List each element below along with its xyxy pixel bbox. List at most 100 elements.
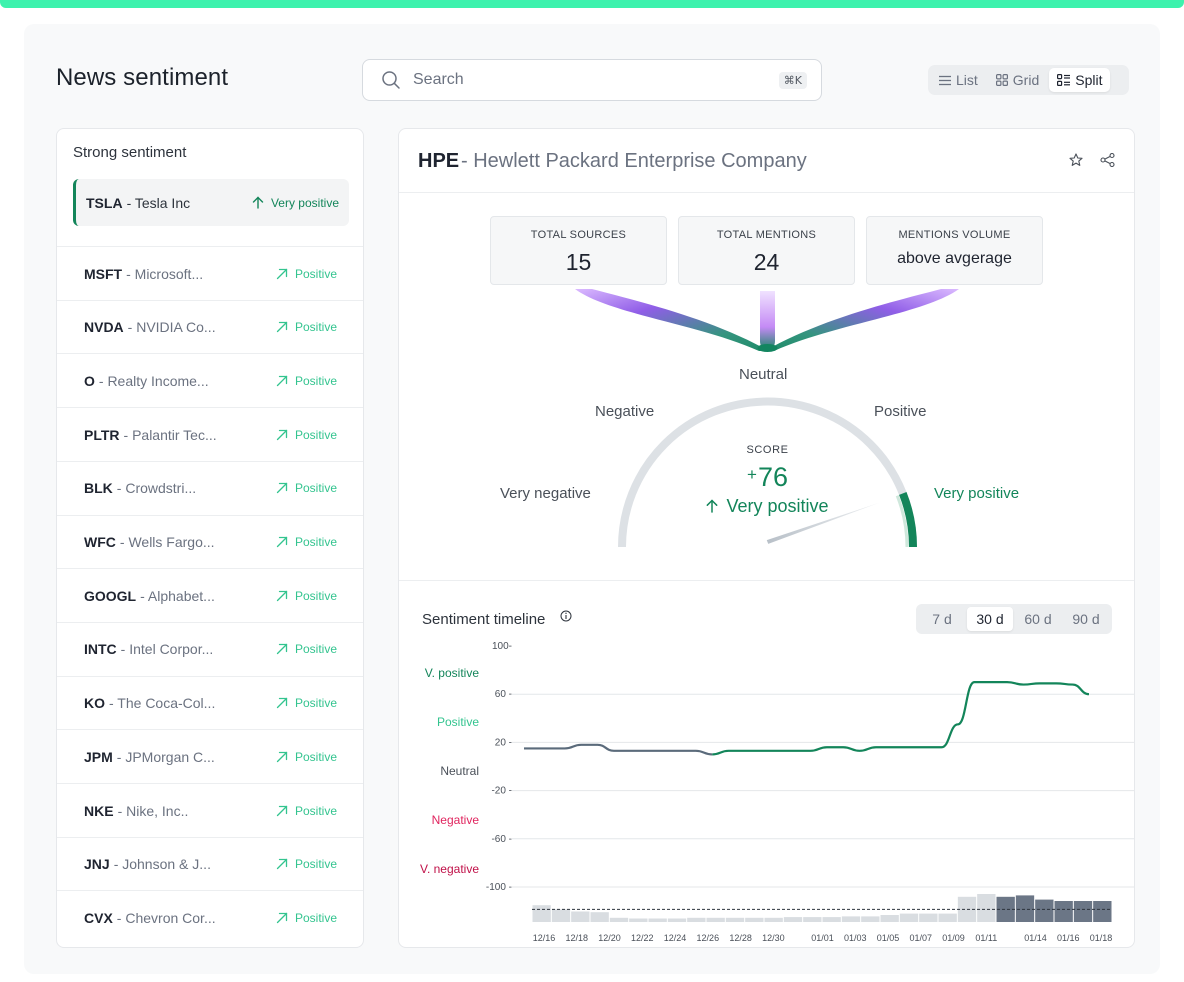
list-item[interactable]: KO - The Coca-Col... Positive — [57, 675, 363, 730]
gauge-fill — [899, 491, 917, 548]
volume-bar — [880, 915, 899, 922]
list-item-sentiment: Positive — [276, 481, 337, 495]
list-item-sentiment-label: Positive — [294, 588, 337, 603]
list-item-sentiment-label: Positive — [294, 803, 337, 818]
share-icon[interactable] — [1100, 153, 1115, 167]
search-input[interactable]: Search — [413, 71, 464, 88]
x-tick-label: 12/20 — [598, 933, 621, 943]
y-tick-label: -60 - — [491, 834, 512, 845]
volume-bar — [1073, 901, 1093, 922]
list-item[interactable]: JNJ - Johnson & J... Positive — [57, 836, 363, 891]
list-item-selected[interactable]: TSLA - Tesla Inc Very positive — [73, 179, 349, 226]
list-item[interactable]: INTC - Intel Corpor... Positive — [57, 621, 363, 676]
list-item-name: - Johnson & J... — [113, 856, 211, 873]
view-split-label: Split — [1075, 72, 1103, 88]
view-list-button[interactable]: List — [931, 68, 986, 92]
x-tick-label: 01/07 — [910, 933, 933, 943]
range-90d-button[interactable]: 90 d — [1072, 611, 1100, 627]
volume-bar — [764, 917, 783, 922]
list-item-sentiment: Positive — [276, 642, 337, 656]
zone-label-very-negative: V. negative — [420, 862, 479, 876]
view-split-button[interactable]: Split — [1049, 68, 1111, 92]
y-tick-label: -20 - — [491, 786, 512, 797]
list-item-name: - Microsoft... — [126, 265, 204, 282]
info-icon[interactable] — [560, 610, 572, 622]
list-item-name: - Realty Income... — [98, 372, 209, 389]
stat-label: MENTIONS VOLUME — [898, 229, 1011, 241]
list-item-ticker: CVX — [84, 909, 113, 926]
stat-total-mentions: TOTAL MENTIONS 24 — [678, 216, 855, 285]
list-item[interactable]: MSFT - Microsoft... Positive — [57, 246, 363, 300]
timeline-range-switcher: 7 d 30 d 60 d 90 d — [916, 604, 1112, 634]
list-item-sentiment: Positive — [276, 428, 337, 442]
zone-label-neutral: Neutral — [440, 764, 479, 778]
volume-bar — [725, 917, 745, 922]
volume-bar — [745, 917, 764, 922]
list-item-ticker: GOOGL — [84, 587, 137, 604]
star-icon[interactable] — [1069, 153, 1083, 167]
list-item-sentiment: Positive — [276, 267, 337, 281]
gauge-fill-band — [895, 495, 909, 548]
volume-bar — [667, 918, 687, 922]
x-tick-label: 01/18 — [1090, 933, 1113, 943]
volume-bar — [861, 916, 880, 922]
list-item-name: - Intel Corpor... — [120, 641, 214, 658]
y-tick-label: -100 - — [486, 882, 512, 893]
arrow-up-right-icon — [276, 912, 288, 924]
view-switcher: List Grid Split — [928, 65, 1129, 95]
list-item[interactable]: O- Realty Income... Positive — [57, 353, 363, 407]
list-item[interactable]: WFC - Wells Fargo... Positive — [57, 514, 363, 569]
timeline-title: Sentiment timeline — [422, 611, 546, 628]
list-item-sentiment: Very positive — [252, 196, 339, 210]
list-item-ticker: MSFT — [84, 265, 123, 282]
list-item-sentiment-label: Positive — [294, 481, 337, 496]
volume-bar — [648, 918, 667, 922]
x-tick-label: 01/16 — [1057, 933, 1080, 943]
list-item-sentiment-label: Very positive — [270, 195, 339, 210]
gauge-label-very-negative: Very negative — [500, 485, 591, 502]
volume-bar — [977, 894, 996, 922]
zone-label-positive: Positive — [436, 715, 479, 729]
volume-bar — [1035, 899, 1054, 922]
page-title: News sentiment — [56, 64, 229, 91]
y-tick-label: 100- — [492, 641, 512, 652]
search-icon — [382, 71, 400, 89]
y-tick-label: 60 - — [495, 689, 512, 700]
score-number: 76 — [757, 462, 788, 492]
view-grid-button[interactable]: Grid — [988, 68, 1047, 92]
list-item[interactable]: GOOGL - Alphabet... Positive — [57, 568, 363, 622]
range-7d-button[interactable]: 7 d — [932, 611, 952, 627]
list-item-sentiment: Positive — [276, 320, 337, 334]
list-item-name: - The Coca-Col... — [109, 695, 216, 712]
range-60d-button[interactable]: 60 d — [1024, 611, 1052, 627]
sentiment-line-positive — [712, 681, 1090, 756]
list-item[interactable]: CVX - Chevron Cor... Positive — [57, 890, 363, 944]
arrow-up-right-icon — [276, 268, 288, 279]
gauge-label-negative: Negative — [595, 403, 655, 420]
list-item-sentiment-label: Positive — [294, 910, 337, 925]
list-item-name: - Tesla Inc — [126, 194, 191, 211]
list-item[interactable]: JPM - JPMorgan C... Positive — [57, 729, 363, 783]
arrow-up-right-icon — [276, 590, 288, 601]
score-sign: + — [747, 465, 757, 484]
volume-bar — [1015, 895, 1035, 922]
list-item-sentiment-label: Positive — [294, 266, 337, 281]
arrow-up-right-icon — [276, 805, 288, 816]
volume-bar — [803, 917, 822, 922]
search-box[interactable]: Search ⌘K — [362, 59, 822, 101]
x-tick-label: 12/24 — [664, 933, 687, 943]
list-item-name: - JPMorgan C... — [116, 748, 215, 765]
x-tick-label: 01/11 — [975, 933, 997, 943]
volume-bar — [783, 917, 803, 922]
volume-bar — [841, 916, 861, 922]
list-item[interactable]: PLTR - Palantir Tec... Positive — [57, 407, 363, 461]
range-30d-button[interactable]: 30 d — [967, 607, 1013, 631]
gauge-label-neutral: Neutral — [739, 366, 788, 383]
stat-mentions-volume: MENTIONS VOLUME above avgerage — [866, 216, 1043, 285]
list-item[interactable]: NKE - Nike, Inc.. Positive — [57, 783, 363, 837]
list-item[interactable]: NVDA - NVIDIA Co... Positive — [57, 299, 363, 354]
list-item[interactable]: BLK - Crowdstri... Positive — [57, 460, 363, 515]
mentions-flow — [575, 289, 959, 352]
volume-bar — [571, 911, 590, 922]
list-item-ticker: JPM — [84, 748, 113, 765]
